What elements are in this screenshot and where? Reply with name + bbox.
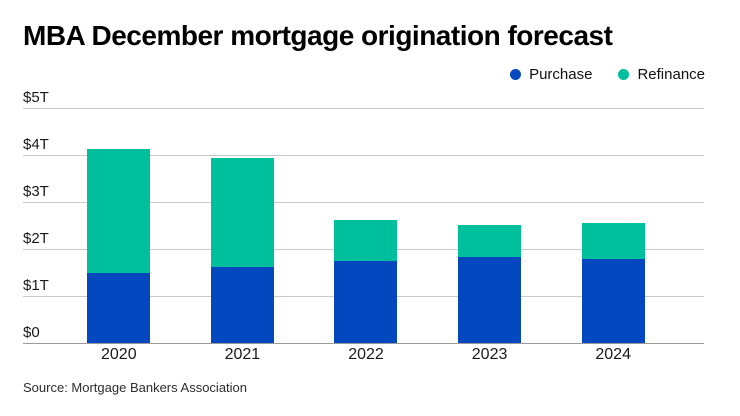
gridline <box>23 108 704 109</box>
gridline <box>23 155 704 156</box>
refinance-dot-icon <box>618 69 630 80</box>
x-tick-label-2020: 2020 <box>101 346 137 363</box>
x-tick-label-2022: 2022 <box>348 346 384 363</box>
y-tick-label: $2T <box>23 230 49 247</box>
legend-label-refinance: Refinance <box>637 66 705 83</box>
bar-segment-refinance-2022 <box>334 220 398 261</box>
y-tick-label: $4T <box>23 136 49 153</box>
y-tick-label: $5T <box>23 89 49 106</box>
y-tick-label: $0 <box>23 324 40 341</box>
purchase-dot-icon <box>510 69 522 80</box>
legend-label-purchase: Purchase <box>529 66 593 83</box>
chart-title: MBA December mortgage origination foreca… <box>23 20 613 51</box>
legend-item-purchase: Purchase <box>510 66 592 83</box>
bar-slot-2024 <box>551 149 675 343</box>
bar-segment-purchase-2021 <box>210 267 274 343</box>
bar-slot-2022 <box>304 149 428 343</box>
x-axis-baseline <box>23 343 704 344</box>
plot-area: $0 $1T $2T $3T $4T $5T <box>23 90 704 344</box>
legend: Purchase Refinance <box>510 66 705 83</box>
bar-stack-2023 <box>458 225 522 343</box>
bar-stack-2024 <box>581 223 645 343</box>
bar-segment-purchase-2022 <box>334 261 398 343</box>
bar-segment-refinance-2024 <box>581 223 645 259</box>
bar-slot-2021 <box>181 149 305 343</box>
bar-segment-purchase-2020 <box>87 273 151 343</box>
x-axis-labels: 2020 2021 2022 2023 2024 <box>57 346 675 364</box>
y-tick-label: $1T <box>23 277 49 294</box>
legend-item-refinance: Refinance <box>618 66 705 83</box>
bar-segment-purchase-2023 <box>458 257 522 343</box>
bar-stack-2020 <box>87 149 151 343</box>
bar-slot-2020 <box>57 149 181 343</box>
bar-segment-purchase-2024 <box>581 259 645 343</box>
bars <box>57 149 675 343</box>
y-tick-label: $3T <box>23 183 49 200</box>
gridline <box>23 202 704 203</box>
x-tick-label-2021: 2021 <box>224 346 261 363</box>
bar-segment-refinance-2023 <box>458 225 522 257</box>
bar-slot-2023 <box>428 149 552 343</box>
bar-stack-2022 <box>334 220 398 343</box>
bar-segment-refinance-2020 <box>87 149 151 273</box>
bar-segment-refinance-2021 <box>210 158 274 267</box>
x-tick-label-2023: 2023 <box>471 346 508 363</box>
bar-stack-2021 <box>210 158 274 343</box>
x-tick-label-2024: 2024 <box>595 346 631 363</box>
source-attribution: Source: Mortgage Bankers Association <box>23 380 248 395</box>
